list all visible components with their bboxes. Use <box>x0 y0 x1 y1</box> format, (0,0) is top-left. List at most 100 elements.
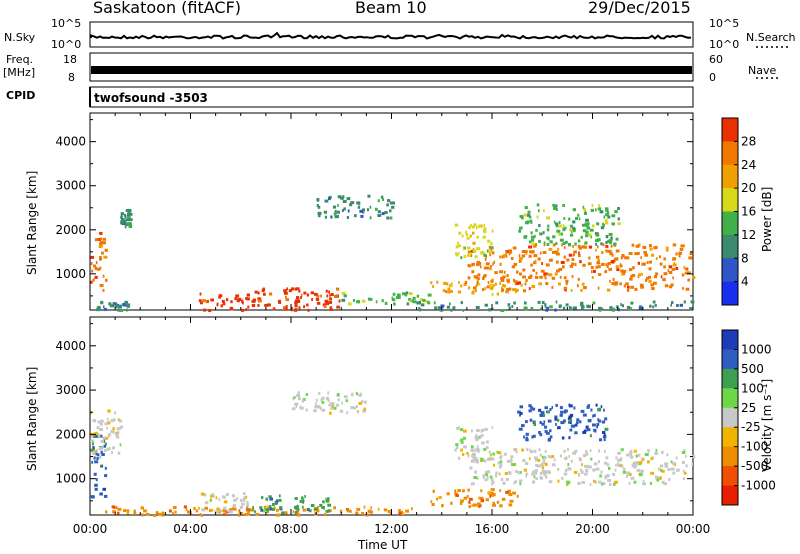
echo-cell <box>683 449 686 452</box>
echo-cell <box>462 309 465 312</box>
echo-cell <box>681 273 685 277</box>
echo-cell <box>308 509 312 513</box>
echo-cell <box>530 306 534 310</box>
echo-cell <box>343 294 347 298</box>
echo-cell <box>203 493 207 497</box>
echo-cell <box>499 281 502 285</box>
colorbar-tick-label: 4 <box>741 275 749 289</box>
echo-cell <box>360 214 364 218</box>
echo-cell <box>278 498 282 502</box>
echo-cell <box>535 464 539 467</box>
echo-cell <box>298 289 301 293</box>
echo-cell <box>349 203 353 207</box>
echo-cell <box>471 262 475 266</box>
echo-cell <box>480 489 483 493</box>
echo-cell <box>538 408 542 412</box>
echo-cell <box>374 207 378 211</box>
echo-cell <box>488 457 492 461</box>
echo-cell <box>599 474 602 478</box>
echo-cell <box>460 438 464 442</box>
echo-cell <box>659 476 662 480</box>
echo-cell <box>96 426 100 430</box>
echo-cell <box>573 229 576 233</box>
echo-cell <box>120 221 124 225</box>
echo-cell <box>336 287 340 291</box>
echo-cell <box>204 506 208 510</box>
echo-cell <box>663 272 668 276</box>
echo-cell <box>619 463 622 467</box>
echo-cell <box>377 199 380 203</box>
echo-cell <box>307 508 310 512</box>
echo-cell <box>590 266 594 269</box>
echo-cell <box>319 407 322 410</box>
echo-cell <box>263 506 266 509</box>
echo-cell <box>400 512 405 515</box>
echo-cell <box>339 509 343 513</box>
echo-cell <box>245 495 248 499</box>
echo-cell <box>476 460 479 464</box>
echo-cell <box>663 265 666 269</box>
echo-cell <box>337 204 339 207</box>
echo-cell <box>416 294 420 298</box>
echo-cell <box>100 450 103 454</box>
echo-cell <box>580 288 583 292</box>
echo-cell <box>487 239 491 243</box>
echo-cell <box>531 435 534 439</box>
echo-cell <box>602 223 605 227</box>
echo-cell <box>490 457 493 461</box>
echo-cell <box>98 455 102 459</box>
echo-cell <box>302 508 307 512</box>
echo-cell <box>491 457 495 461</box>
echo-cell <box>483 227 487 231</box>
echo-cell <box>664 462 669 466</box>
echo-cell <box>535 228 538 232</box>
nsearch-tick-high: 10^5 <box>709 17 740 30</box>
echo-cell <box>326 397 329 401</box>
echo-cell <box>665 248 669 252</box>
echo-cell <box>220 304 223 308</box>
echo-cell <box>571 245 575 248</box>
echo-cell <box>623 467 626 471</box>
echo-cell <box>578 457 582 461</box>
echo-cell <box>259 506 263 510</box>
echo-cell <box>488 492 492 496</box>
echo-cell <box>469 466 473 470</box>
date-title: 29/Dec/2015 <box>588 0 691 17</box>
echo-cell <box>570 307 573 311</box>
echo-cell <box>551 285 554 289</box>
echo-cell <box>323 513 326 517</box>
colorbar-segment <box>722 368 738 389</box>
echo-cell <box>498 465 502 469</box>
echo-cell <box>564 456 567 460</box>
echo-cell <box>601 262 605 266</box>
echo-cell <box>465 230 468 234</box>
echo-cell <box>501 288 505 292</box>
echo-cell <box>356 507 361 511</box>
echo-cell <box>604 474 609 478</box>
echo-cell <box>525 438 529 442</box>
cpid-label: CPID <box>6 89 36 102</box>
echo-cell <box>301 496 304 500</box>
echo-cell <box>565 469 568 472</box>
echo-cell <box>106 417 109 421</box>
echo-cell <box>447 290 451 294</box>
echo-cell <box>509 459 513 463</box>
echo-cell <box>457 290 462 294</box>
echo-cell <box>119 443 122 447</box>
echo-cell <box>90 262 93 266</box>
echo-cell <box>521 254 526 258</box>
echo-cell <box>573 406 576 410</box>
echo-cell <box>602 243 605 247</box>
echo-cell <box>563 217 566 220</box>
echo-cell <box>573 253 575 257</box>
echo-cell <box>494 474 498 478</box>
echo-cell <box>546 243 550 246</box>
echo-cell <box>491 493 495 497</box>
echo-cell <box>552 203 556 207</box>
echo-cell <box>581 282 585 286</box>
echo-cell <box>98 435 101 439</box>
echo-cell <box>496 450 499 454</box>
echo-cell <box>614 257 618 261</box>
echo-cell <box>608 466 611 470</box>
